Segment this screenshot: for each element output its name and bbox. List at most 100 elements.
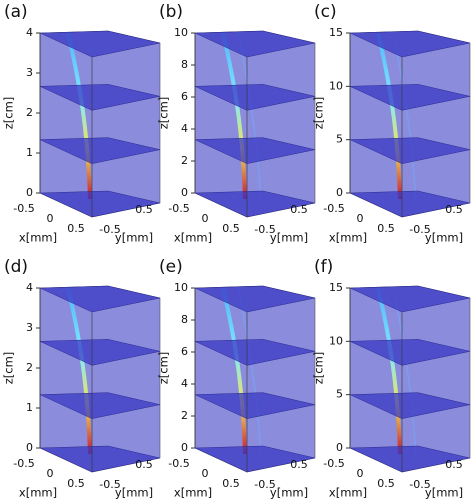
y-tick-label: -0.5 <box>409 478 430 491</box>
volume-box <box>39 285 161 473</box>
z-tick-label: 0 <box>336 441 343 454</box>
z-tick-label: 8 <box>181 313 188 326</box>
panel-label: (e) <box>159 257 183 277</box>
z-tick-label: 4 <box>26 26 33 39</box>
z-tick-label: 0 <box>26 186 33 199</box>
slice-plane <box>39 190 161 218</box>
slice-plane <box>349 137 471 164</box>
panel: (e) 0 2 4 6 8 10 z[cm] -0.5 0 0.5 x[mm] -0.5 0.5 y[mm] <box>157 257 316 500</box>
z-tick-label: 0 <box>181 441 188 454</box>
slice-plane <box>39 137 161 164</box>
z-tick-label: 1 <box>26 146 33 159</box>
slice-plane <box>194 30 316 58</box>
x-tick-label: 0.5 <box>377 477 395 490</box>
x-axis-label: x[mm] <box>19 231 57 245</box>
panel: (a) 0 1 2 3 4 z[cm] -0.5 0 0.5 x[mm] -0.5 0.5 y[mm] <box>2 2 161 245</box>
x-tick-label: -0.5 <box>13 202 34 215</box>
z-tick-label: 15 <box>329 26 343 39</box>
y-tick-label: -0.5 <box>99 478 120 491</box>
panel: (c) 0 5 10 15 z[cm] -0.5 0 0.5 x[mm] -0.5 0.5 y[mm] <box>312 2 471 245</box>
beam <box>66 287 92 455</box>
beam <box>376 32 402 200</box>
volume-box <box>349 30 471 218</box>
z-tick-label: 2 <box>26 106 33 119</box>
slice-plane <box>194 190 316 218</box>
volume-box <box>194 30 316 218</box>
x-axis-label: x[mm] <box>329 486 367 500</box>
z-tick-label: 4 <box>181 122 188 135</box>
x-tick-label: -0.5 <box>323 457 344 470</box>
volume-box <box>39 30 161 218</box>
x-axis-label: x[mm] <box>174 486 212 500</box>
x-tick-label: 0 <box>47 467 54 480</box>
z-tick-label: 10 <box>329 334 343 347</box>
x-axis-label: x[mm] <box>19 486 57 500</box>
slice-plane <box>39 392 161 419</box>
volume-box <box>194 285 316 473</box>
slice-plane <box>349 84 471 111</box>
z-tick-label: 1 <box>26 401 33 414</box>
z-tick-label: 10 <box>329 79 343 92</box>
slice-plane <box>194 392 316 419</box>
x-tick-label: 0.5 <box>67 222 85 235</box>
z-tick-label: 4 <box>26 281 33 294</box>
x-tick-label: 0.5 <box>67 477 85 490</box>
z-tick-label: 3 <box>26 321 33 334</box>
y-tick-label: 0.5 <box>290 203 308 216</box>
z-tick-label: 0 <box>336 186 343 199</box>
slice-plane <box>349 445 471 473</box>
panel: (f) 0 5 10 15 z[cm] -0.5 0 0.5 x[mm] -0.5 0.5 y[mm] <box>312 257 471 500</box>
z-tick-label: 0 <box>181 186 188 199</box>
slice-plane <box>349 190 471 218</box>
z-tick-label: 0 <box>26 441 33 454</box>
slice-plane <box>194 137 316 164</box>
slice-plane <box>349 285 471 313</box>
z-axis-label: z[cm] <box>2 97 16 130</box>
x-tick-label: 0.5 <box>222 222 240 235</box>
z-tick-label: 8 <box>181 58 188 71</box>
y-tick-label: 0.5 <box>135 458 153 471</box>
x-tick-label: 0 <box>357 467 364 480</box>
y-tick-label: 0.5 <box>135 203 153 216</box>
slice-plane <box>194 339 316 366</box>
y-tick-label: -0.5 <box>409 223 430 236</box>
z-tick-label: 4 <box>181 377 188 390</box>
y-axis-label: y[mm] <box>270 231 308 245</box>
x-tick-label: -0.5 <box>13 457 34 470</box>
slice-plane <box>194 84 316 111</box>
y-axis-label: y[mm] <box>115 231 153 245</box>
x-axis-label: x[mm] <box>329 231 367 245</box>
volume-box <box>349 285 471 473</box>
z-tick-label: 10 <box>174 281 188 294</box>
panel-label: (d) <box>4 257 28 277</box>
slice-plane <box>39 445 161 473</box>
slice-plane <box>39 30 161 58</box>
z-axis-label: z[cm] <box>157 352 171 385</box>
x-tick-label: -0.5 <box>323 202 344 215</box>
panel: (d) 0 1 2 3 4 z[cm] -0.5 0 0.5 x[mm] -0.5 0.5 y[mm] <box>2 257 161 500</box>
panel-label: (a) <box>4 2 28 22</box>
z-tick-label: 2 <box>26 361 33 374</box>
z-tick-label: 5 <box>336 133 343 146</box>
z-tick-label: 2 <box>181 154 188 167</box>
z-tick-label: 15 <box>329 281 343 294</box>
x-tick-label: 0.5 <box>377 222 395 235</box>
z-tick-label: 6 <box>181 90 188 103</box>
beam <box>221 287 247 455</box>
z-axis-label: z[cm] <box>312 97 326 130</box>
y-tick-label: -0.5 <box>254 478 275 491</box>
y-axis-label: y[mm] <box>115 486 153 500</box>
z-tick-label: 5 <box>336 388 343 401</box>
x-axis-label: x[mm] <box>174 231 212 245</box>
y-axis-label: y[mm] <box>425 486 463 500</box>
x-tick-label: 0.5 <box>222 477 240 490</box>
beam <box>221 32 247 200</box>
y-axis-label: y[mm] <box>425 231 463 245</box>
panel-label: (b) <box>159 2 183 22</box>
panel-label: (c) <box>314 2 337 22</box>
z-tick-label: 3 <box>26 66 33 79</box>
z-axis-label: z[cm] <box>312 352 326 385</box>
z-tick-label: 10 <box>174 26 188 39</box>
x-tick-label: 0 <box>202 467 209 480</box>
